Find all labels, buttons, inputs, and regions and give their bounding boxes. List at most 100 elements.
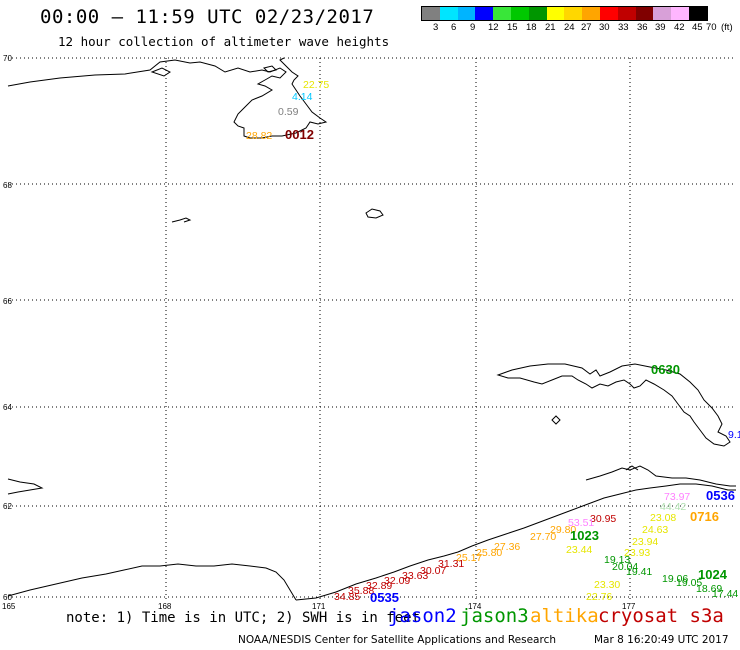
wave-height-value: 53.51 (568, 517, 594, 529)
coastlines (7, 57, 736, 601)
legend-swatch (564, 7, 583, 20)
alaska-seward-coast (496, 363, 731, 447)
legend-tick-label: 6 (451, 22, 457, 33)
legend-tick-label: 36 (637, 22, 648, 33)
wave-height-value: 0.59 (278, 106, 299, 118)
wave-height-value: 25.80 (476, 547, 502, 559)
island-small-2 (171, 217, 192, 223)
legend-tick-label: 39 (655, 22, 666, 33)
wave-height-value: 28.82 (246, 130, 272, 142)
wave-height-value: 24.63 (642, 524, 668, 536)
wave-height-value: 23.94 (632, 536, 658, 548)
lake-outline (150, 67, 171, 77)
wave-height-value: 20.04 (612, 561, 638, 573)
graticule (8, 57, 736, 600)
page-title: 00:00 — 11:59 UTC 02/23/2017 (40, 6, 375, 28)
timestamp: Mar 8 16:20:49 UTC 2017 (594, 634, 729, 646)
wave-height-value: 31.31 (438, 558, 464, 570)
legend-tick-label: 21 (545, 22, 556, 33)
legend-tick-label: 24 (564, 22, 575, 33)
wave-height-labels: 22.754.14 0.59 28.82 0012 0630 9.1 73.97 0536 44… (246, 79, 740, 605)
legend-swatch (688, 7, 707, 20)
wave-height-value: 19.05 (676, 577, 702, 589)
wave-height-value: 33.63 (402, 570, 428, 582)
wave-height-value: 73.97 (664, 491, 690, 503)
legend-tick-label: 18 (526, 22, 537, 33)
lat-label: 60 (3, 593, 12, 602)
legend-swatch (582, 7, 600, 20)
legend-swatch (439, 7, 458, 20)
lat-label: 64 (3, 403, 12, 412)
wave-height-value: 32.89 (366, 580, 392, 592)
wave-height-value: 23.30 (594, 579, 620, 591)
pass-time-label: 0012 (285, 127, 314, 142)
lon-label: 177 (622, 602, 636, 611)
legend-swatch (635, 7, 654, 20)
satellite-label: altika (530, 605, 599, 627)
legend-swatches (421, 6, 708, 21)
wave-height-value: 29.80 (550, 524, 576, 536)
lat-label: 62 (3, 502, 12, 511)
wave-height-value: 30.95 (590, 513, 616, 525)
anadyr-coast (7, 478, 44, 495)
legend-swatch (599, 7, 618, 20)
legend-tick-label: 70 (706, 22, 717, 33)
wave-height-value: 17.44 (712, 588, 738, 600)
alaska-yukon-delta (585, 465, 736, 487)
wave-height-value: 23.08 (650, 512, 676, 524)
koryak-coast (7, 563, 297, 601)
wave-height-value: 18.69 (696, 583, 722, 595)
wave-height-value: 27.70 (530, 531, 556, 543)
pass-time-label: 0535 (370, 590, 399, 605)
legend-swatch (653, 7, 672, 20)
legend-swatch (422, 7, 440, 20)
wave-height-value: 19.06 (662, 573, 688, 585)
legend-tick-label: 33 (618, 22, 629, 33)
lon-label: 165 (2, 602, 16, 611)
wave-height-value: 22.75 (303, 79, 329, 91)
legend-swatch (475, 7, 494, 20)
legend-swatch (546, 7, 565, 20)
island-st-lawrence (365, 208, 384, 219)
pass-time-label: 1024 (698, 567, 728, 582)
legend-ticks: 3 6 9 12 15 18 21 24 27 30 33 36 39 42 45 70 (ft) (421, 21, 733, 35)
legend-tick-label: 9 (470, 22, 476, 33)
legend-tick-label: 3 (433, 22, 439, 33)
wave-height-value: 4.14 (292, 91, 313, 103)
legend-tick-label: 12 (488, 22, 499, 33)
chukotka-coast (7, 57, 328, 139)
wave-height-value: 32.09 (384, 575, 410, 587)
wave-height-value: 27.36 (494, 541, 520, 553)
legend-tick-label: 15 (507, 22, 518, 33)
satellite-label: jason3 (460, 605, 529, 627)
wave-height-value: 30.07 (420, 565, 446, 577)
alaska-south-coast (295, 483, 736, 601)
legend-swatch (510, 7, 529, 20)
pass-time-label: 0536 (706, 488, 735, 503)
credit-line: NOAA/NESDIS Center for Satellite Applica… (238, 634, 729, 646)
footnote: note: 1) Time is in UTC; 2) SWH is in fe… (66, 610, 421, 626)
wave-height-value: 22.76 (586, 591, 612, 603)
credit-text: NOAA/NESDIS Center for Satellite Applica… (238, 634, 556, 646)
legend-tick-label: 30 (599, 22, 610, 33)
legend-swatch (493, 7, 511, 20)
wave-height-value: 23.44 (566, 544, 592, 556)
legend-swatch (671, 7, 689, 20)
pass-time-label: 0716 (690, 509, 719, 524)
wave-height-value: 9.1 (728, 429, 740, 441)
lat-label: 70 (3, 54, 12, 63)
color-legend: 3 6 9 12 15 18 21 24 27 30 33 36 39 42 45 70 (ft) (421, 6, 733, 35)
wave-height-value: 25.17 (456, 552, 482, 564)
island-small-1 (263, 65, 277, 73)
wave-height-value: 19.41 (626, 566, 652, 578)
wave-height-value: 44.42 (660, 501, 686, 513)
pass-time-label: 1023 (570, 528, 599, 543)
wave-height-value: 19.13 (604, 554, 630, 566)
lon-label: 168 (158, 602, 172, 611)
islet-yk (625, 465, 639, 471)
pass-time-label: 0630 (651, 362, 680, 377)
lon-label: 174 (468, 602, 482, 611)
legend-swatch (528, 7, 547, 20)
